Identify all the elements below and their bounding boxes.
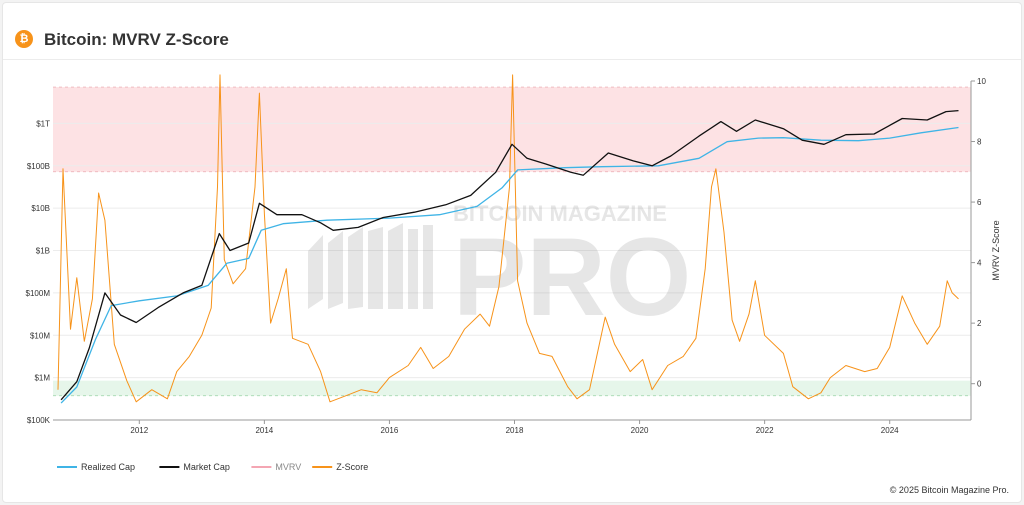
bitcoin-logo-icon: ₿ [15,30,33,48]
x-tick-label: 2022 [756,426,774,435]
y-right-tick-label: 8 [977,138,982,147]
y-left-tick-label: $100B [27,162,50,171]
legend-label: Market Cap [183,462,230,472]
y-left-tick-label: $100K [27,416,51,425]
y-right-tick-label: 6 [977,198,982,207]
market-cap-line [60,109,959,401]
x-tick-label: 2024 [881,426,899,435]
x-tick-label: 2012 [130,426,148,435]
legend-item[interactable]: Market Cap [159,462,230,472]
y-left-tick-label: $10M [30,331,50,340]
x-tick-label: 2016 [381,426,399,435]
legend-label: Z-Score [336,462,368,472]
legend-label: MVRV [275,462,301,472]
x-tick-label: 2018 [506,426,524,435]
watermark-logo-icon [308,223,433,309]
y-left-tick-label: $1T [36,119,50,128]
copyright-text: © 2025 Bitcoin Magazine Pro. [889,485,1009,495]
legend-label: Realized Cap [81,462,135,472]
watermark: BITCOIN MAGAZINE PRO [308,201,691,339]
y-left-tick-label: $100M [26,289,51,298]
chart-legend: Realized Cap Market Cap MVRV Z-Score [57,462,368,472]
y-right-axis-label: MVRV Z-Score [991,220,1001,280]
y-left-tick-label: $10B [31,204,50,213]
z-score-line [57,74,959,403]
y-right-tick-label: 0 [977,380,982,389]
mvrv-zscore-chart: BITCOIN MAGAZINE PRO $100K $1M $10M $100M $1… [26,74,1001,472]
watermark-main-text: PRO [453,216,691,339]
y-left-tick-label: $1M [34,374,50,383]
x-tick-label: 2020 [631,426,649,435]
y-left-tick-label: $1B [36,247,50,256]
legend-item[interactable]: MVRV [251,462,301,472]
watermark-top-text: BITCOIN MAGAZINE [453,201,667,226]
realized-cap-line [60,126,959,404]
chart-title: Bitcoin: MVRV Z-Score [44,30,229,49]
undervalued-band [53,380,971,396]
chart-header: ₿ Bitcoin: MVRV Z-Score [3,3,1021,60]
y-right-tick-label: 4 [977,259,982,268]
y-right-tick-label: 2 [977,319,982,328]
y-right-tick-label: 10 [977,77,986,86]
legend-item[interactable]: Realized Cap [57,462,135,472]
x-tick-label: 2014 [255,426,273,435]
legend-item[interactable]: Z-Score [312,462,368,472]
